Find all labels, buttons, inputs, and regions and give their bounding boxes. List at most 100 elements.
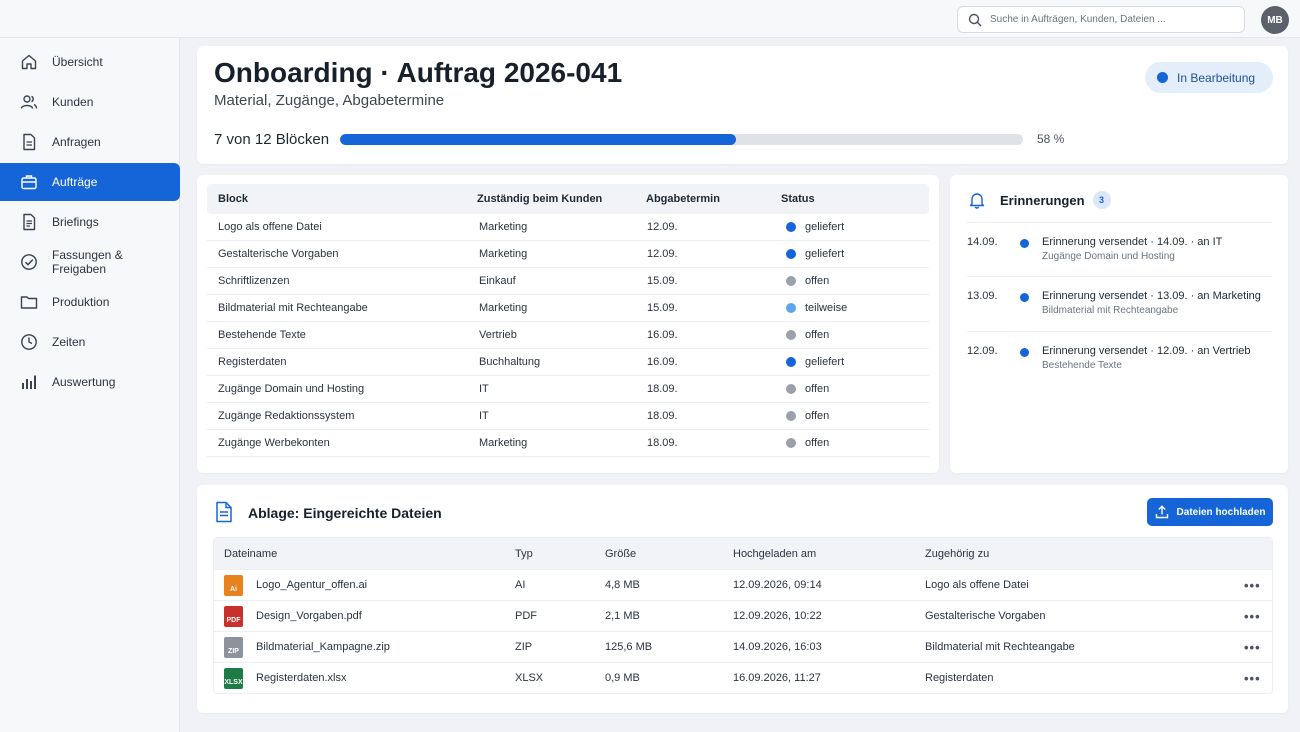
status-label: offen — [805, 383, 830, 395]
sidebar-item-label: Auswertung — [52, 375, 116, 389]
page-title: Onboarding · Auftrag 2026-041 — [214, 57, 623, 88]
table-row[interactable]: Schriftlizenzen Einkauf 15.09. offen — [207, 268, 929, 295]
table-row[interactable]: Logo als offene Datei Marketing 12.09. geli… — [207, 214, 929, 241]
reminder-item[interactable]: 14.09. Erinnerung versendet · 14.09. · a… — [967, 236, 1272, 276]
sidebar-item-kunden[interactable]: Kunden — [0, 83, 180, 121]
status-badge[interactable]: In Bearbeitung — [1145, 62, 1273, 93]
sidebar-item-uebersicht[interactable]: Übersicht — [0, 43, 180, 81]
status-dot — [786, 249, 796, 259]
avatar[interactable]: MB — [1261, 6, 1289, 34]
block-owner: Einkauf — [479, 275, 516, 287]
block-owner: IT — [479, 383, 489, 395]
sidebar-item-produktion[interactable]: Produktion — [0, 283, 180, 321]
reminder-dot — [1020, 293, 1029, 302]
column-header-block[interactable]: Block — [218, 193, 248, 205]
column-header-type[interactable]: Typ — [515, 547, 533, 560]
table-row[interactable]: ZIP Bildmaterial_Kampagne.zip ZIP 125,6 MB 1… — [214, 631, 1272, 662]
sidebar-item-briefings[interactable]: Briefings — [0, 203, 180, 241]
column-header-belongs[interactable]: Zugehörig zu — [925, 547, 990, 560]
table-row[interactable]: Bestehende Texte Vertrieb 16.09. offen — [207, 322, 929, 349]
status-label: offen — [805, 329, 830, 341]
file-belongs-to: Bildmaterial mit Rechteangabe — [925, 641, 1075, 653]
status-dot — [786, 330, 796, 340]
block-name: Registerdaten — [218, 356, 287, 368]
file-type: AI — [515, 579, 526, 591]
table-row[interactable]: Zugänge Domain und Hosting IT 18.09. offen — [207, 376, 929, 403]
progress-bar-fill — [340, 134, 737, 145]
table-row[interactable]: PDF Design_Vorgaben.pdf PDF 2,1 MB 12.09.202… — [214, 600, 1272, 631]
column-header-status[interactable]: Status — [781, 193, 815, 205]
sidebar-item-label: Zeiten — [52, 335, 86, 349]
block-due-date: 18.09. — [647, 437, 678, 449]
table-row[interactable]: Zugänge Redaktionssystem IT 18.09. offen — [207, 403, 929, 430]
search-placeholder: Suche in Aufträgen, Kunden, Dateien ... — [990, 14, 1166, 25]
upload-files-label: Dateien hochladen — [1176, 506, 1266, 518]
sidebar-item-label: Anfragen — [52, 135, 101, 149]
file-name[interactable]: Registerdaten.xlsx — [256, 672, 347, 684]
reminder-item[interactable]: 12.09. Erinnerung versendet · 12.09. · a… — [967, 345, 1272, 385]
block-name: Gestalterische Vorgaben — [218, 248, 339, 260]
bar-chart-icon — [19, 372, 39, 392]
blocks-table: Block Zuständig beim Kunden Abgabetermin… — [207, 184, 929, 457]
upload-files-button[interactable]: Dateien hochladen — [1147, 498, 1273, 526]
files-table: Dateiname Typ Größe Hochgeladen am Zugeh… — [213, 537, 1273, 694]
sidebar-item-fassungen[interactable]: Fassungen & Freigaben — [0, 243, 180, 281]
column-header-size[interactable]: Größe — [605, 547, 637, 560]
block-status: offen — [786, 430, 829, 456]
reminders-count-badge: 3 — [1092, 191, 1111, 209]
file-name[interactable]: Bildmaterial_Kampagne.zip — [256, 641, 390, 653]
status-dot — [786, 411, 796, 421]
block-name: Bestehende Texte — [218, 329, 306, 341]
column-header-uploaded[interactable]: Hochgeladen am — [733, 547, 817, 560]
sidebar-item-auswertung[interactable]: Auswertung — [0, 363, 180, 401]
block-name: Bildmaterial mit Rechteangabe — [218, 302, 368, 314]
check-circle-icon — [19, 252, 39, 272]
order-header: Onboarding · Auftrag 2026-041 Material, … — [197, 46, 1288, 164]
more-actions-icon[interactable]: ••• — [1244, 670, 1261, 686]
file-belongs-to: Logo als offene Datei — [925, 579, 1029, 591]
more-actions-icon[interactable]: ••• — [1244, 577, 1261, 593]
reminder-text: Erinnerung versendet · 13.09. · an Marke… — [1042, 290, 1261, 302]
status-label: geliefert — [805, 248, 845, 260]
block-owner: Marketing — [479, 248, 528, 260]
block-due-date: 18.09. — [647, 410, 678, 422]
table-header: Dateiname Typ Größe Hochgeladen am Zugeh… — [214, 538, 1272, 569]
reminder-item[interactable]: 13.09. Erinnerung versendet · 13.09. · a… — [967, 290, 1272, 330]
progress-label: 7 von 12 Blöcken — [214, 131, 330, 148]
table-row[interactable]: XLSX Registerdaten.xlsx XLSX 0,9 MB 16.09.20… — [214, 662, 1272, 693]
column-header-due[interactable]: Abgabetermin — [646, 193, 720, 205]
block-status: geliefert — [786, 349, 844, 375]
status-dot — [786, 438, 796, 448]
table-row[interactable]: Ai Logo_Agentur_offen.ai AI 4,8 MB 12.09.202… — [214, 569, 1272, 600]
block-status: offen — [786, 403, 829, 429]
status-dot — [786, 303, 796, 313]
table-row[interactable]: Zugänge Werbekonten Marketing 18.09. offen — [207, 430, 929, 457]
reminders-header: Erinnerungen 3 — [968, 191, 1111, 209]
table-row[interactable]: Registerdaten Buchhaltung 16.09. geliefert — [207, 349, 929, 376]
block-due-date: 12.09. — [647, 221, 678, 233]
column-header-owner[interactable]: Zuständig beim Kunden — [477, 193, 603, 205]
document-icon — [19, 132, 39, 152]
more-actions-icon[interactable]: ••• — [1244, 639, 1261, 655]
sidebar-item-auftraege[interactable]: Aufträge — [0, 163, 180, 201]
progress-percent: 58 % — [1037, 132, 1065, 146]
sidebar-item-zeiten[interactable]: Zeiten — [0, 323, 180, 361]
block-due-date: 15.09. — [647, 275, 678, 287]
table-row[interactable]: Gestalterische Vorgaben Marketing 12.09. ge… — [207, 241, 929, 268]
file-name[interactable]: Logo_Agentur_offen.ai — [256, 579, 368, 591]
sidebar-item-anfragen[interactable]: Anfragen — [0, 123, 180, 161]
xlsx-file-icon: XLSX — [224, 667, 243, 689]
file-belongs-to: Gestalterische Vorgaben — [925, 610, 1046, 622]
table-row[interactable]: Bildmaterial mit Rechteangabe Marketing 15… — [207, 295, 929, 322]
file-name[interactable]: Design_Vorgaben.pdf — [256, 610, 362, 622]
more-actions-icon[interactable]: ••• — [1244, 608, 1261, 624]
sidebar-item-label: Briefings — [52, 215, 99, 229]
reminders-panel: Erinnerungen 3 14.09. Erinnerung versend… — [950, 175, 1288, 473]
search-input[interactable]: Suche in Aufträgen, Kunden, Dateien ... — [957, 6, 1245, 33]
page-subtitle: Material, Zugänge, Abgabetermine — [214, 92, 445, 109]
divider — [967, 331, 1272, 332]
document-icon — [216, 501, 232, 523]
divider — [967, 276, 1272, 277]
sidebar-item-label: Kunden — [52, 95, 94, 109]
column-header-filename[interactable]: Dateiname — [224, 547, 278, 560]
